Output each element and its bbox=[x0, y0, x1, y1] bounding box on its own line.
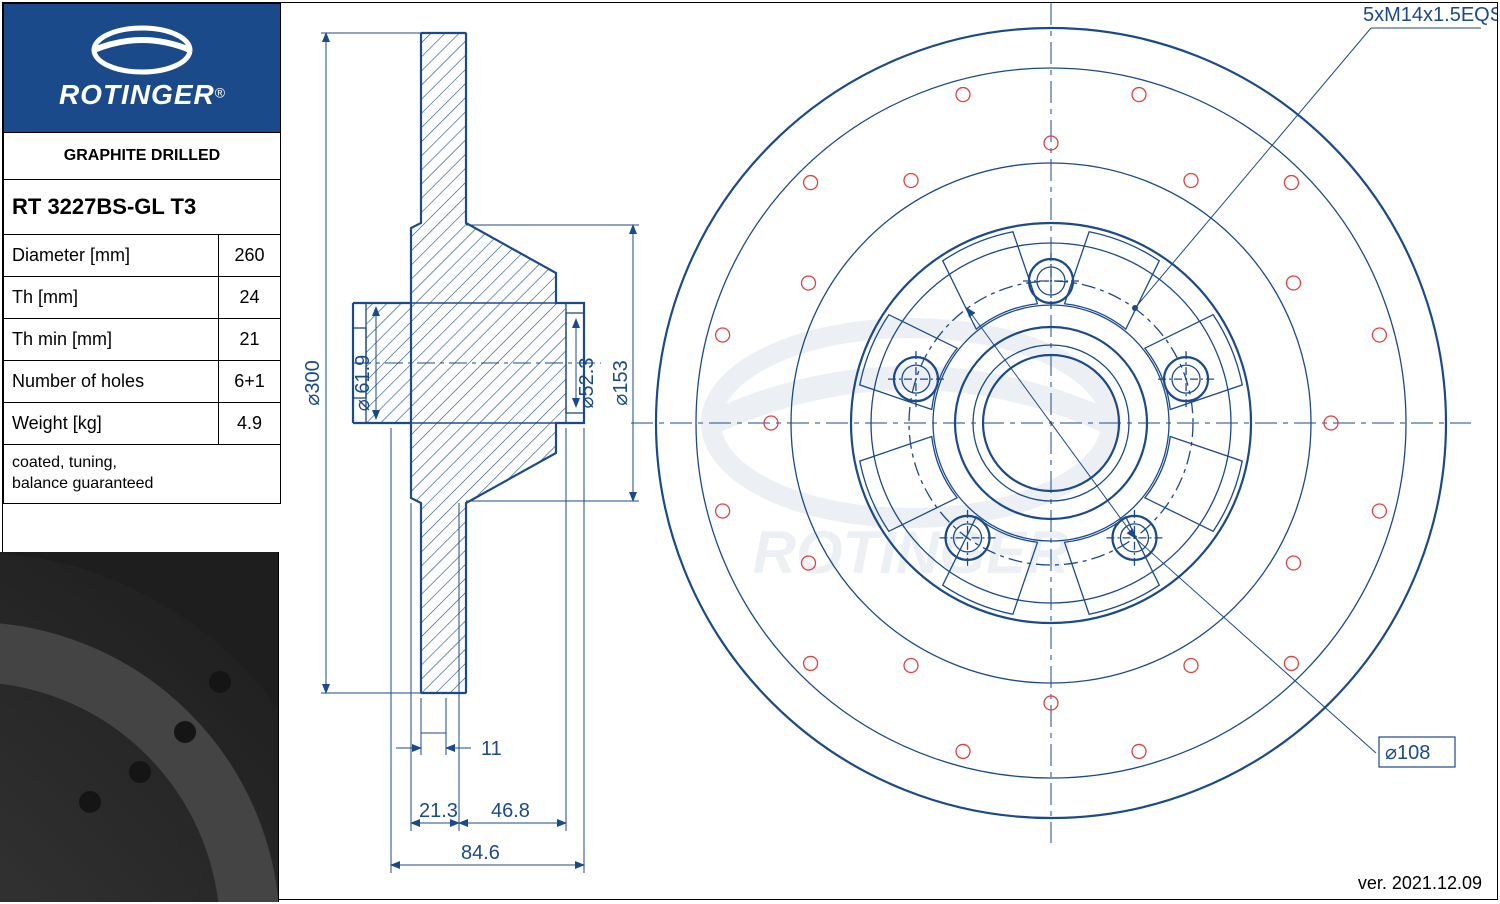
spec-label: Th min [mm] bbox=[4, 319, 218, 360]
spec-row: Th [mm]24 bbox=[3, 277, 281, 319]
spec-row: Th min [mm]21 bbox=[3, 319, 281, 361]
spec-label: Th [mm] bbox=[4, 277, 218, 318]
svg-text:⌀52.3: ⌀52.3 bbox=[576, 358, 598, 409]
dim-d52-3: ⌀52.3 bbox=[576, 319, 598, 408]
spec-notes-row: coated, tuning,balance guaranteed bbox=[3, 445, 281, 504]
spec-label: Number of holes bbox=[4, 361, 218, 402]
spec-value: 4.9 bbox=[218, 403, 280, 444]
drill-hole bbox=[1286, 556, 1300, 570]
drill-hole bbox=[1284, 656, 1298, 670]
spec-value: 260 bbox=[218, 235, 280, 276]
spec-value: 6+1 bbox=[218, 361, 280, 402]
drill-hole bbox=[1372, 328, 1386, 342]
part-number: RT 3227BS-GL T3 bbox=[4, 180, 280, 234]
technical-drawing: ROTINGER bbox=[281, 3, 1497, 899]
spec-panel: ROTINGER® GRAPHITE DRILLED RT 3227BS-GL … bbox=[3, 3, 281, 504]
spec-label: Diameter [mm] bbox=[4, 235, 218, 276]
drill-hole bbox=[802, 276, 816, 290]
brand-logo-icon bbox=[82, 25, 202, 75]
svg-text:11: 11 bbox=[481, 738, 502, 760]
svg-text:⌀ 61.9: ⌀ 61.9 bbox=[352, 355, 374, 412]
registered-icon: ® bbox=[215, 85, 225, 101]
spec-label: Weight [kg] bbox=[4, 403, 218, 444]
spec-value: 24 bbox=[218, 277, 280, 318]
svg-text:ROTINGER: ROTINGER bbox=[753, 519, 1070, 586]
drill-hole bbox=[716, 504, 730, 518]
svg-text:5xM14x1.5EQS: 5xM14x1.5EQS bbox=[1363, 4, 1497, 26]
spec-value: 21 bbox=[218, 319, 280, 360]
drill-hole bbox=[716, 328, 730, 342]
drill-hole bbox=[1286, 276, 1300, 290]
svg-text:21.3: 21.3 bbox=[419, 800, 458, 822]
drill-hole bbox=[1184, 174, 1198, 188]
version-label: ver. 2021.12.09 bbox=[1358, 873, 1482, 894]
drill-hole bbox=[1132, 744, 1146, 758]
spec-header: GRAPHITE DRILLED bbox=[3, 133, 281, 180]
drill-hole bbox=[1184, 658, 1198, 672]
drill-hole bbox=[956, 744, 970, 758]
part-number-row: RT 3227BS-GL T3 bbox=[3, 180, 281, 235]
brand-name: ROTINGER bbox=[59, 79, 215, 110]
drill-hole bbox=[804, 656, 818, 670]
svg-text:46.8: 46.8 bbox=[491, 800, 530, 822]
side-view: ⌀300 ⌀ 61.9 ⌀52.3 ⌀153 bbox=[302, 33, 639, 873]
spec-header-label: GRAPHITE DRILLED bbox=[4, 133, 280, 179]
dim-w11: 11 bbox=[396, 698, 502, 760]
drill-hole bbox=[904, 658, 918, 672]
svg-text:⌀153: ⌀153 bbox=[610, 360, 632, 405]
spec-row: Number of holes6+1 bbox=[3, 361, 281, 403]
drill-hole bbox=[1132, 88, 1146, 102]
front-view: 5xM14x1.5EQS ⌀108 bbox=[631, 3, 1497, 843]
drill-hole bbox=[904, 174, 918, 188]
spec-row: Diameter [mm]260 bbox=[3, 235, 281, 277]
product-photo bbox=[0, 552, 279, 902]
brand-logo-box: ROTINGER® bbox=[3, 3, 281, 133]
svg-text:⌀108: ⌀108 bbox=[1385, 742, 1430, 764]
drill-hole bbox=[956, 88, 970, 102]
svg-text:84.6: 84.6 bbox=[461, 842, 500, 864]
drill-hole bbox=[804, 176, 818, 190]
bolt-callout: 5xM14x1.5EQS bbox=[1132, 4, 1497, 311]
drill-hole bbox=[1372, 504, 1386, 518]
drill-hole bbox=[1284, 176, 1298, 190]
spec-row: Weight [kg]4.9 bbox=[3, 403, 281, 445]
svg-text:⌀300: ⌀300 bbox=[302, 360, 324, 405]
spec-notes: coated, tuning,balance guaranteed bbox=[4, 445, 280, 503]
